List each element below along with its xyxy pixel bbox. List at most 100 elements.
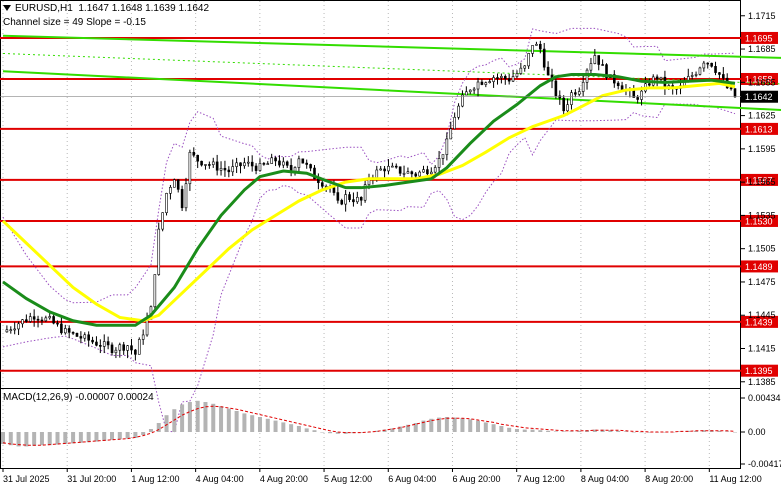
candle-body (270, 157, 273, 164)
candle-body (429, 171, 433, 175)
candle-body (317, 178, 320, 183)
channel-info: Channel size = 49 Slope = -0.15 (3, 17, 146, 28)
candle-body (574, 92, 577, 95)
candle-body (254, 165, 258, 171)
candle-body (17, 323, 20, 330)
macd-bar (117, 432, 122, 440)
symbol-label: EURUSD,H1 (15, 3, 73, 14)
macd-bar (164, 415, 169, 432)
time-tick-label: 11 Aug 12:00 (709, 474, 761, 484)
macd-bar (47, 432, 52, 446)
candle-body (648, 83, 651, 86)
candle-body (223, 167, 227, 171)
candle-body (200, 160, 203, 166)
candle-body (554, 80, 558, 97)
macd-bar (717, 430, 722, 432)
price-tick-label: 1.1715 (748, 11, 776, 21)
price-tick-label: 1.1655 (748, 77, 776, 87)
moving-averages: 1.1642 (0, 73, 778, 327)
bollinger-line (2, 27, 736, 304)
dropdown-triangle-icon[interactable] (3, 5, 11, 12)
macd-bar (647, 432, 652, 433)
level-badge-label: 1.1658 (745, 74, 773, 84)
candle-body (102, 341, 106, 347)
macd-bar (413, 423, 418, 432)
candle-body (605, 64, 608, 79)
macd-bar (39, 432, 44, 446)
channel-line[interactable] (2, 34, 781, 59)
candle-body (461, 94, 464, 107)
level-badge (741, 122, 778, 135)
level-badge-label: 1.1695 (745, 33, 773, 43)
price-axis[interactable]: 1.17151.16851.16551.16251.15951.15651.15… (741, 11, 776, 387)
current-price-label: 1.1642 (745, 92, 773, 102)
macd-bar (725, 431, 730, 432)
candle-body (507, 78, 511, 82)
macd-bar (125, 432, 130, 439)
macd-bar (78, 432, 83, 443)
candle-body (620, 85, 624, 91)
candle-body (468, 89, 472, 93)
ma-fast-line[interactable] (2, 73, 736, 327)
time-tick-label: 5 Aug 12:00 (324, 474, 372, 484)
macd-bar (460, 418, 465, 432)
candle-body (426, 169, 429, 175)
candle-body (480, 81, 484, 85)
candle-body (655, 76, 659, 80)
level-badge (741, 31, 778, 44)
candle-body (9, 329, 13, 332)
macd-bar (94, 432, 99, 442)
candle-body (36, 318, 40, 321)
candle-body (593, 55, 597, 64)
channel-line[interactable] (2, 70, 781, 112)
candle-body (472, 88, 476, 91)
candle-body (278, 160, 281, 166)
macd-bar (281, 422, 286, 432)
macd-bar (429, 418, 434, 432)
price-tick-label: 1.1445 (748, 310, 776, 320)
candle-body (13, 328, 16, 331)
macd-bar (499, 426, 504, 432)
candle-body (601, 64, 604, 66)
candle-body (188, 151, 192, 185)
price-tick-label: 1.1505 (748, 244, 776, 254)
macd-bar (203, 402, 208, 432)
level-badge (741, 364, 778, 377)
candle-body (161, 212, 164, 230)
candle-body (519, 67, 523, 74)
macd-bar (180, 404, 185, 432)
candle-body (192, 151, 196, 156)
macd-bar (187, 402, 192, 432)
candle-body (710, 62, 713, 67)
macd-bar (55, 432, 60, 445)
time-axis[interactable]: 31 Jul 2025 31 Jul 20:00 1 Aug 12:00 4 Aug … (2, 468, 762, 484)
candle-body (215, 161, 219, 171)
level-badge (741, 214, 778, 227)
candle-body (457, 105, 460, 118)
candle-body (379, 168, 382, 171)
macd-bar (538, 430, 543, 432)
macd-bar (561, 431, 566, 432)
macd-bar (234, 411, 239, 432)
level-badge-label: 1.1530 (745, 216, 773, 226)
candle-body (348, 194, 351, 200)
macd-bar (328, 432, 333, 434)
candle-body (266, 163, 270, 165)
candle-body (476, 81, 480, 90)
macd-bar (476, 420, 481, 432)
candle-body (535, 43, 538, 46)
macd-bar (468, 419, 473, 432)
ma-slow-line[interactable] (1, 81, 736, 323)
candle-body (204, 164, 207, 166)
candle-body (91, 339, 94, 343)
time-tick-label: 8 Aug 04:00 (581, 474, 629, 484)
candle-body (40, 319, 44, 322)
candle-body (262, 163, 266, 165)
candle-body (227, 169, 231, 173)
price-tick-label: 1.1685 (748, 44, 776, 54)
candle-body (246, 161, 250, 164)
candle-body (352, 199, 355, 203)
time-tick-label: 1 Aug 12:00 (131, 474, 179, 484)
candle-body (441, 154, 445, 159)
